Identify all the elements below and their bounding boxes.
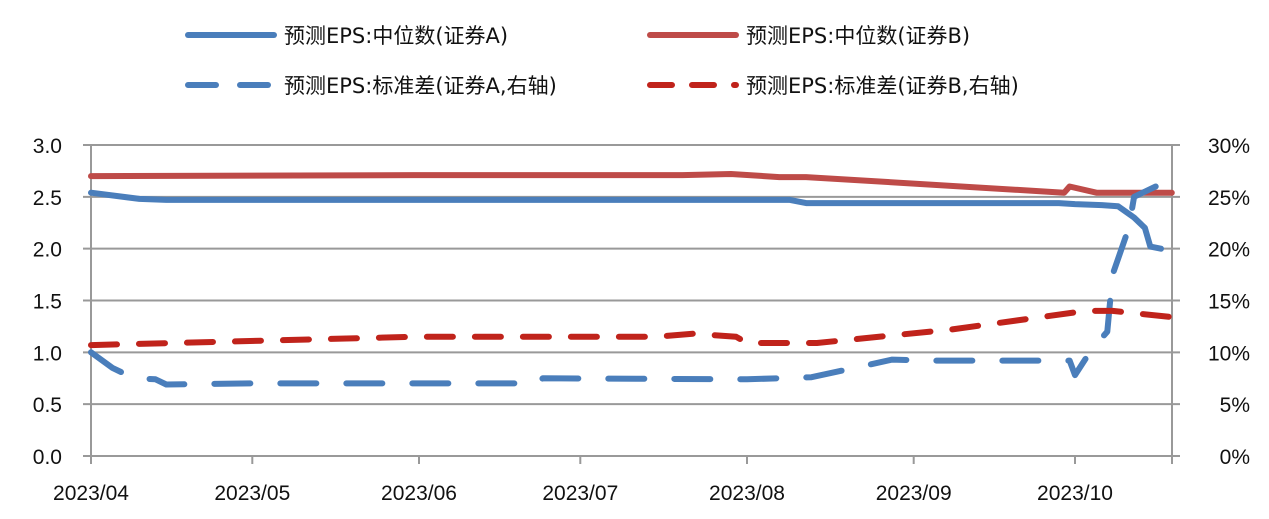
x-tick-label: 2023/07 — [542, 482, 618, 505]
x-tick-label: 2023/09 — [876, 482, 952, 505]
x-tick-label: 2023/10 — [1037, 482, 1113, 505]
axes: 0.0 0% 0.5 5% 1.0 10% 1.5 15% 2.0 20% 2.5 25% 3.0 30%… — [33, 135, 1250, 505]
y-left-tick-label: 1.5 — [33, 291, 62, 314]
y-right-tick-label: 30% — [1208, 135, 1250, 158]
legend-label-2: 预测EPS:中位数(证券B) — [746, 24, 970, 48]
legend: 预测EPS:中位数(证券A) 预测EPS:中位数(证券B) 预测EPS:标准差(证券… — [185, 24, 1019, 98]
y-left-tick-label: 0.5 — [33, 394, 62, 417]
y-left-tick-label: 1.0 — [33, 342, 62, 365]
y-right-tick-label: 25% — [1208, 187, 1250, 210]
legend-label-3: 预测EPS:标准差(证券A,右轴) — [284, 74, 557, 98]
y-right-tick-label: 10% — [1208, 342, 1250, 365]
y-left-tick-label: 2.5 — [33, 187, 62, 210]
series — [88, 171, 1175, 388]
legend-label-1: 预测EPS:中位数(证券A) — [284, 24, 508, 48]
y-right-tick-label: 0% — [1220, 446, 1250, 469]
x-tick-label: 2023/08 — [709, 482, 785, 505]
series-line-2 — [88, 171, 1175, 196]
x-tick-label: 2023/06 — [381, 482, 457, 505]
x-tick-label: 2023/05 — [214, 482, 290, 505]
y-right-tick-label: 20% — [1208, 239, 1250, 262]
legend-label-4: 预测EPS:标准差(证券B,右轴) — [746, 74, 1019, 98]
y-right-tick-label: 15% — [1208, 291, 1250, 314]
grid — [83, 144, 1180, 457]
y-left-tick-label: 0.0 — [33, 446, 62, 469]
y-right-tick-label: 5% — [1220, 394, 1250, 417]
x-tick-label: 2023/04 — [53, 482, 129, 505]
y-left-tick-label: 3.0 — [33, 135, 62, 158]
series-line-1 — [88, 189, 1164, 252]
y-left-tick-label: 2.0 — [33, 239, 62, 262]
series-line-4 — [88, 307, 1175, 349]
series-line-3 — [88, 183, 1159, 388]
